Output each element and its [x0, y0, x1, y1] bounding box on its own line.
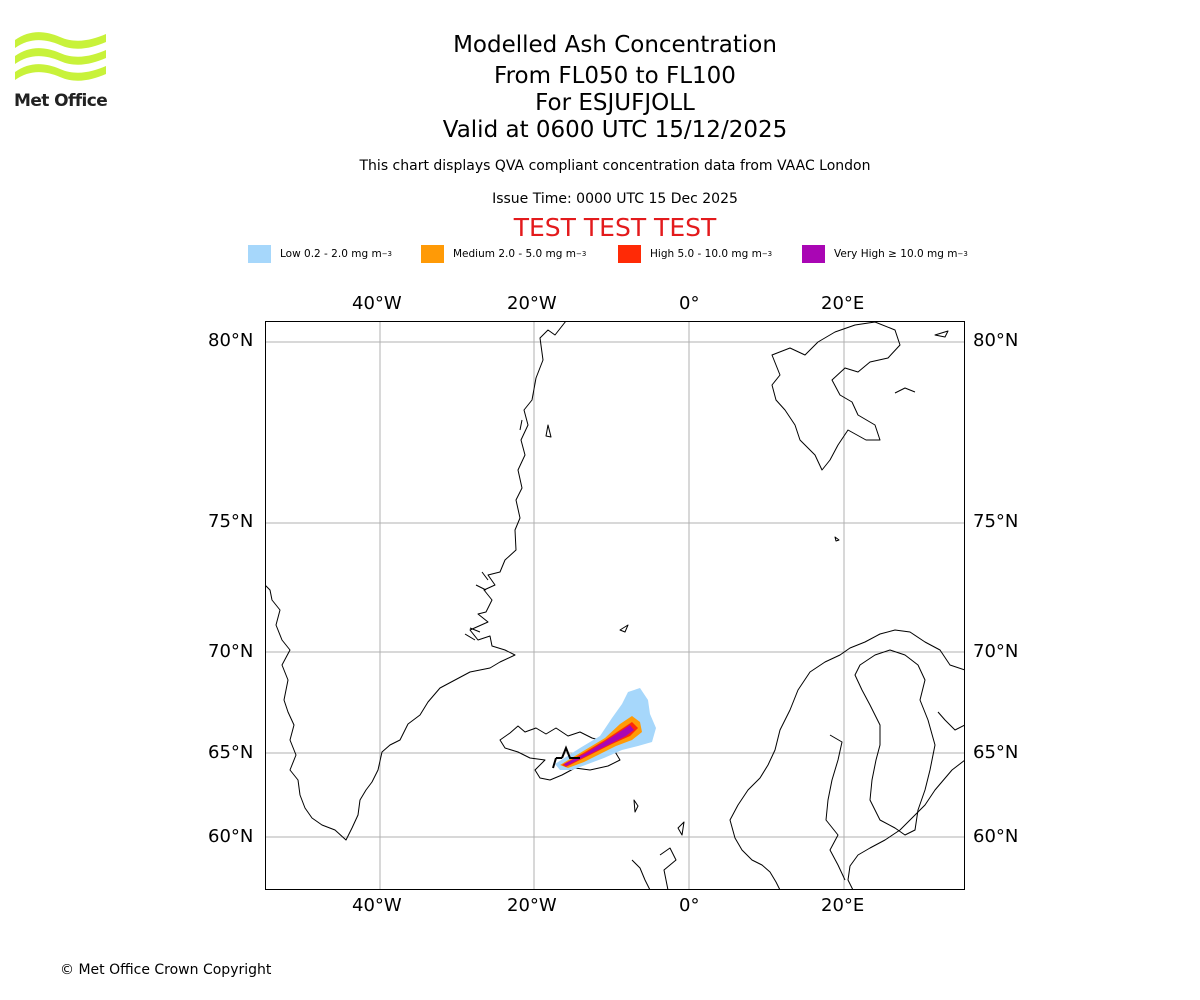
legend-label-medium: Medium 2.0 - 5.0 mg m [453, 248, 576, 260]
legend-item-very-high: Very High ≥ 10.0 mg m −3 [802, 244, 968, 264]
test-banner: TEST TEST TEST [513, 213, 717, 242]
lat-tick-left-70n: 70°N [208, 641, 254, 662]
lon-tick-top-0: 0° [679, 293, 700, 314]
compliance-note: This chart displays QVA compliant concen… [359, 158, 871, 174]
legend-swatch-very-high [802, 245, 825, 263]
lat-tick-right-80n: 80°N [973, 330, 1019, 351]
met-office-logo-text: Met Office [14, 91, 108, 111]
lat-tick-right-65n: 65°N [973, 742, 1019, 763]
legend-swatch-low [248, 245, 271, 263]
legend-swatch-medium [421, 245, 444, 263]
lon-tick-bottom-0: 0° [679, 895, 700, 916]
lat-tick-left-60n: 60°N [208, 826, 254, 847]
scandinavia-coast [729, 629, 965, 890]
legend-item-low: Low 0.2 - 2.0 mg m −3 [248, 244, 392, 264]
copyright: © Met Office Crown Copyright [60, 962, 272, 978]
lon-tick-top-20w: 20°W [507, 293, 557, 314]
valid-time: Valid at 0600 UTC 15/12/2025 [442, 117, 788, 143]
lat-tick-left-75n: 75°N [208, 511, 254, 532]
legend-swatch-high [618, 245, 641, 263]
lat-tick-left-65n: 65°N [208, 742, 254, 763]
lat-tick-right-60n: 60°N [973, 826, 1019, 847]
volcano-name: For ESJUFJOLL [535, 90, 695, 116]
lat-tick-right-70n: 70°N [973, 641, 1019, 662]
legend-label-high: High 5.0 - 10.0 mg m [650, 248, 762, 260]
met-office-logo-waves-icon [15, 32, 106, 81]
issue-time: Issue Time: 0000 UTC 15 Dec 2025 [492, 191, 738, 207]
ash-region-very-high [564, 725, 634, 766]
lon-tick-bottom-40w: 40°W [352, 895, 402, 916]
ash-plume [555, 688, 656, 770]
svalbard-coast [771, 321, 901, 471]
map-frame [265, 321, 965, 890]
lon-tick-top-20e: 20°E [821, 293, 865, 314]
lat-tick-right-75n: 75°N [973, 511, 1019, 532]
volcano-marker [552, 745, 580, 769]
iceland-coast [499, 725, 621, 781]
chart-title: Modelled Ash Concentration [453, 32, 777, 58]
legend-item-medium: Medium 2.0 - 5.0 mg m −3 [421, 244, 586, 264]
ash-region-low [555, 688, 656, 770]
greenland-coast [265, 321, 567, 841]
lat-tick-left-80n: 80°N [208, 330, 254, 351]
lon-tick-bottom-20e: 20°E [821, 895, 865, 916]
legend-item-high: High 5.0 - 10.0 mg m −3 [618, 244, 772, 264]
coastlines [265, 321, 965, 890]
lon-tick-top-40w: 40°W [352, 293, 402, 314]
legend-label-low: Low 0.2 - 2.0 mg m [280, 248, 382, 260]
flight-levels: From FL050 to FL100 [494, 63, 736, 89]
legend-label-very-high: Very High ≥ 10.0 mg m [834, 248, 958, 260]
map-background [265, 321, 965, 890]
lon-tick-bottom-20w: 20°W [507, 895, 557, 916]
ash-map [265, 321, 965, 890]
